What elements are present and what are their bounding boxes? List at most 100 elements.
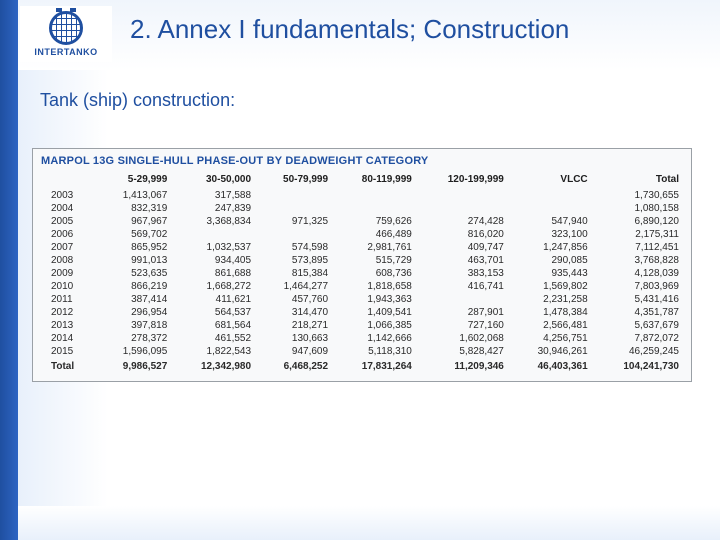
table-cell: 608,736 — [334, 267, 418, 280]
data-table-box: MARPOL 13G SINGLE-HULL PHASE-OUT BY DEAD… — [32, 148, 692, 382]
table-cell: 287,901 — [418, 306, 510, 319]
table-row: 2010866,2191,668,2721,464,2771,818,65841… — [39, 280, 685, 293]
table-cell: 832,319 — [97, 202, 173, 215]
table-cell: 727,160 — [418, 319, 510, 332]
table-row: 2009523,635861,688815,384608,736383,1539… — [39, 267, 685, 280]
table-header-row: 5-29,99930-50,00050-79,99980-119,999120-… — [39, 173, 685, 189]
table-cell: 2005 — [39, 215, 97, 228]
table-cell: 317,588 — [173, 189, 257, 202]
footer-band — [18, 506, 720, 540]
table-cell: 1,730,655 — [594, 189, 685, 202]
table-cell: 967,967 — [97, 215, 173, 228]
table-cell: 2015 — [39, 345, 97, 358]
table-row: 2013397,818681,564218,2711,066,385727,16… — [39, 319, 685, 332]
table-cell: 397,818 — [97, 319, 173, 332]
table-cell — [418, 189, 510, 202]
table-cell: 866,219 — [97, 280, 173, 293]
table-cell: 1,602,068 — [418, 332, 510, 345]
table-cell: 574,598 — [257, 241, 334, 254]
table-cell: 463,701 — [418, 254, 510, 267]
table-header-cell: 80-119,999 — [334, 173, 418, 189]
table-cell: 759,626 — [334, 215, 418, 228]
table-cell: 1,596,095 — [97, 345, 173, 358]
table-cell: 6,468,252 — [257, 358, 334, 373]
table-cell — [418, 202, 510, 215]
table-header-cell: 120-199,999 — [418, 173, 510, 189]
globe-icon — [49, 11, 83, 45]
table-cell: 865,952 — [97, 241, 173, 254]
table-header-cell: 30-50,000 — [173, 173, 257, 189]
table-cell: 569,702 — [97, 228, 173, 241]
table-cell: 247,839 — [173, 202, 257, 215]
table-cell: 290,085 — [510, 254, 594, 267]
table-row: 2014278,372461,552130,6631,142,6661,602,… — [39, 332, 685, 345]
table-cell: 1,142,666 — [334, 332, 418, 345]
table-cell: 274,428 — [418, 215, 510, 228]
table-cell: 2006 — [39, 228, 97, 241]
table-row: 2006569,702466,489816,020323,1002,175,31… — [39, 228, 685, 241]
table-header-cell — [39, 173, 97, 189]
table-cell: 218,271 — [257, 319, 334, 332]
table-header-cell: Total — [594, 173, 685, 189]
table-cell: 461,552 — [173, 332, 257, 345]
table-row: 20031,413,067317,5881,730,655 — [39, 189, 685, 202]
table-cell: 323,100 — [510, 228, 594, 241]
table-cell: Total — [39, 358, 97, 373]
table-cell: 4,351,787 — [594, 306, 685, 319]
table-cell: 2010 — [39, 280, 97, 293]
table-cell: 991,013 — [97, 254, 173, 267]
table-cell: 2008 — [39, 254, 97, 267]
table-cell: 573,895 — [257, 254, 334, 267]
table-cell: 2,981,761 — [334, 241, 418, 254]
table-cell: 296,954 — [97, 306, 173, 319]
table-header-cell: 50-79,999 — [257, 173, 334, 189]
table-cell: 7,112,451 — [594, 241, 685, 254]
table-cell — [510, 189, 594, 202]
table-cell: 1,818,658 — [334, 280, 418, 293]
table-cell: 1,668,272 — [173, 280, 257, 293]
table-cell: 278,372 — [97, 332, 173, 345]
table-cell — [257, 189, 334, 202]
table-cell: 2007 — [39, 241, 97, 254]
table-cell: 5,637,679 — [594, 319, 685, 332]
table-cell: 1,032,537 — [173, 241, 257, 254]
table-cell: 947,609 — [257, 345, 334, 358]
table-title: MARPOL 13G SINGLE-HULL PHASE-OUT BY DEAD… — [39, 153, 685, 173]
table-cell: 3,768,828 — [594, 254, 685, 267]
table-cell: 515,729 — [334, 254, 418, 267]
table-cell: 1,478,384 — [510, 306, 594, 319]
table-cell: 12,342,980 — [173, 358, 257, 373]
table-row: 2007865,9521,032,537574,5982,981,761409,… — [39, 241, 685, 254]
table-cell: 935,443 — [510, 267, 594, 280]
table-cell: 861,688 — [173, 267, 257, 280]
page-subtitle: Tank (ship) construction: — [40, 90, 235, 111]
table-cell: 934,405 — [173, 254, 257, 267]
table-cell: 2012 — [39, 306, 97, 319]
table-cell: 4,256,751 — [510, 332, 594, 345]
table-cell: 130,663 — [257, 332, 334, 345]
table-cell: 9,986,527 — [97, 358, 173, 373]
table-cell: 3,368,834 — [173, 215, 257, 228]
table-cell: 523,635 — [97, 267, 173, 280]
data-table: 5-29,99930-50,00050-79,99980-119,999120-… — [39, 173, 685, 373]
table-cell: 46,259,245 — [594, 345, 685, 358]
table-cell — [418, 293, 510, 306]
table-cell: 2009 — [39, 267, 97, 280]
table-row: 2005967,9673,368,834971,325759,626274,42… — [39, 215, 685, 228]
table-cell: 314,470 — [257, 306, 334, 319]
table-body: 20031,413,067317,5881,730,6552004832,319… — [39, 189, 685, 373]
table-cell: 2,231,258 — [510, 293, 594, 306]
table-cell: 7,872,072 — [594, 332, 685, 345]
table-cell — [173, 228, 257, 241]
table-cell: 1,943,363 — [334, 293, 418, 306]
table-cell: 466,489 — [334, 228, 418, 241]
table-cell: 46,403,361 — [510, 358, 594, 373]
table-cell — [257, 228, 334, 241]
table-cell: 1,413,067 — [97, 189, 173, 202]
table-cell: 104,241,730 — [594, 358, 685, 373]
table-cell: 1,822,543 — [173, 345, 257, 358]
table-cell: 1,569,802 — [510, 280, 594, 293]
table-cell: 387,414 — [97, 293, 173, 306]
table-cell: 17,831,264 — [334, 358, 418, 373]
table-header-cell: VLCC — [510, 173, 594, 189]
